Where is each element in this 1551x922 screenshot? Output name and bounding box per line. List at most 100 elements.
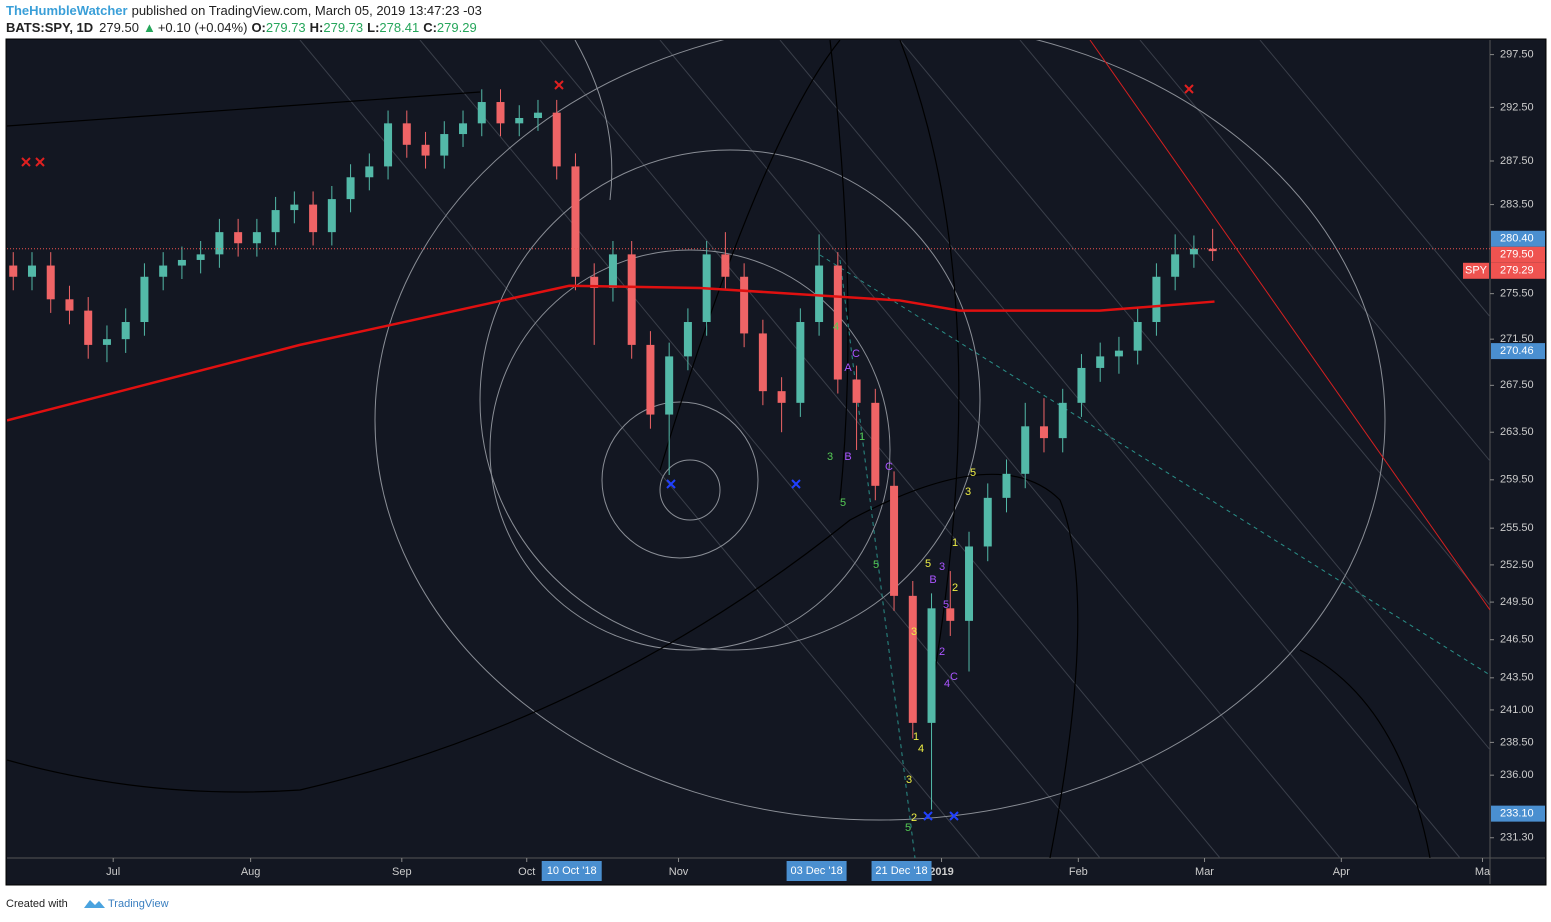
candle-body: [571, 166, 580, 277]
candle-body: [65, 299, 74, 311]
c: 279.29: [437, 20, 477, 35]
pivot-marker: [923, 811, 933, 821]
black-curves: [7, 40, 1431, 858]
wave-label: A: [844, 362, 852, 374]
wave-label: 5: [840, 497, 846, 509]
price-flag: [1491, 343, 1545, 360]
candle-body: [983, 497, 992, 547]
candle-body: [177, 259, 186, 266]
candle-body: [646, 344, 655, 415]
candle-body: [890, 485, 899, 596]
candle-body: [796, 322, 805, 403]
candle-body: [758, 333, 767, 392]
candle-body: [1096, 356, 1105, 368]
candle-body: [833, 265, 842, 380]
arrow: ▲: [143, 20, 156, 35]
candle-body: [533, 112, 542, 119]
price-flag: [1491, 805, 1545, 822]
wave-label: 1: [859, 431, 865, 443]
candle-body: [927, 608, 936, 723]
wave-label: 5: [873, 559, 879, 571]
x-tick-label: Ma: [1475, 866, 1491, 878]
candle-body: [121, 322, 130, 340]
candle-body: [27, 265, 36, 277]
candle-body: [1114, 350, 1123, 357]
symbol: BATS:SPY, 1D: [6, 20, 93, 35]
candle-body: [721, 254, 730, 277]
logo: [84, 900, 105, 908]
candle-body: [627, 254, 636, 345]
y-tick-label: 246.50: [1500, 634, 1534, 646]
candle-body: [365, 166, 374, 178]
candle-body: [421, 144, 430, 156]
candle-body: [252, 232, 261, 244]
y-tick-label: 297.50: [1500, 49, 1534, 61]
wave-label: C: [950, 671, 958, 683]
wave-label: 1: [913, 731, 919, 743]
candle-body: [196, 254, 205, 260]
price-flag: [1491, 246, 1545, 263]
x-tick-label: Apr: [1333, 866, 1350, 878]
y-tick-label: 275.50: [1500, 288, 1534, 300]
author[interactable]: TheHumbleWatcher: [6, 3, 128, 18]
o: 279.73: [266, 20, 306, 35]
price-flag-label: 280.40: [1500, 233, 1534, 245]
symbol-line: BATS:SPY, 1D 279.50 ▲ +0.10 (+0.04%) O:279.7…: [6, 20, 477, 35]
candle-body: [665, 356, 674, 415]
x-tick-label: Feb: [1069, 866, 1088, 878]
chart-panel: [5, 38, 1547, 886]
candle-body: [815, 265, 824, 323]
candle-body: [1133, 322, 1142, 351]
wave-label: 5: [970, 467, 976, 479]
candle-body: [346, 177, 355, 200]
candle-body: [384, 123, 393, 167]
candle-body: [1189, 248, 1198, 255]
wave-label: 3: [827, 451, 833, 463]
y-tick-label: 238.50: [1500, 736, 1534, 748]
candle-body: [740, 276, 749, 334]
candle-body: [402, 123, 411, 145]
x-tick-label: Jul: [106, 866, 120, 878]
h: 279.73: [323, 20, 363, 35]
candle-body: [102, 339, 111, 345]
moving-average: [7, 284, 1215, 422]
pivot-marker: [554, 80, 564, 90]
y-tick-label: 287.50: [1500, 155, 1534, 167]
y-tick-label: 283.50: [1500, 198, 1534, 210]
candle-body: [590, 276, 599, 289]
candle-body: [496, 102, 505, 124]
wave-label: 5: [943, 599, 949, 611]
fib-spiral: [374, 40, 1386, 821]
date-flag-label: 21 Dec '18: [875, 865, 927, 877]
date-flag: [786, 861, 847, 881]
y-tick-label: 243.50: [1500, 672, 1534, 684]
wave-label: 3: [906, 774, 912, 786]
candle-body: [515, 118, 524, 124]
wave-label: 4: [944, 678, 950, 690]
o-label: O:: [251, 20, 265, 35]
wave-label: 3: [939, 561, 945, 573]
price-flag: [1491, 230, 1545, 247]
candle-body: [777, 391, 786, 403]
symbol-flag-label: SPY: [1465, 265, 1488, 277]
symbol-flag: [1463, 262, 1489, 279]
h-label: H:: [310, 20, 324, 35]
trend-line: [1089, 40, 1490, 611]
wave-label: 5: [925, 558, 931, 570]
pivot-marker: [1184, 84, 1194, 94]
l-label: L:: [367, 20, 379, 35]
drawings: [7, 40, 1490, 858]
change: +0.10 (+0.04%): [158, 20, 248, 35]
footer-brand[interactable]: TradingView: [108, 898, 169, 910]
y-tick-label: 263.50: [1500, 426, 1534, 438]
dashed-trend: [819, 254, 1490, 676]
header-line: TheHumbleWatcher published on TradingView…: [6, 3, 482, 18]
pivot-marker: [949, 811, 959, 821]
wave-label: B: [929, 574, 936, 586]
candle-body: [1002, 473, 1011, 498]
candle-body: [1021, 426, 1030, 474]
wave-label: 4: [833, 321, 839, 333]
candle-body: [290, 204, 299, 211]
x-tick-label: Aug: [241, 866, 261, 878]
